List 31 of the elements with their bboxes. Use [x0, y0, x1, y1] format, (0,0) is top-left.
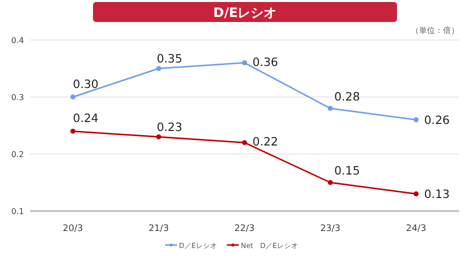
point	[156, 66, 162, 71]
point	[414, 117, 419, 122]
x-tick-label: 23/3	[320, 224, 340, 234]
x-tick-label: 21/3	[148, 224, 169, 234]
y-tick-label: 0.2	[11, 150, 24, 159]
point	[242, 60, 247, 66]
point	[328, 106, 333, 111]
x-tick-label: 20/3	[62, 224, 84, 234]
x-tick-label: 22/3	[234, 224, 255, 234]
text: （単位：倍）	[411, 26, 459, 35]
point	[156, 134, 162, 140]
data-label: 0.36	[252, 54, 278, 69]
data-label: 0.13	[424, 186, 450, 201]
point	[70, 94, 76, 100]
point	[242, 140, 247, 146]
y-tick-label: 0.4	[11, 36, 24, 45]
data-label: 0.24	[72, 111, 99, 126]
chart-title: D/Eレシオ	[213, 6, 277, 21]
y-tick-label: 0.3	[11, 93, 24, 102]
y-tick-label: 0.1	[11, 207, 24, 216]
data-label: 0.28	[334, 89, 360, 104]
point	[414, 191, 419, 196]
data-label: 0.15	[334, 164, 360, 178]
point	[328, 180, 333, 185]
data-label: 0.23	[156, 120, 182, 134]
data-label: 0.30	[72, 77, 99, 91]
data-label: 0.35	[156, 52, 182, 66]
data-label: 0.22	[252, 134, 278, 149]
data-label: 0.26	[424, 112, 450, 127]
x-tick-label: 24/3	[406, 224, 426, 234]
point	[70, 128, 76, 134]
